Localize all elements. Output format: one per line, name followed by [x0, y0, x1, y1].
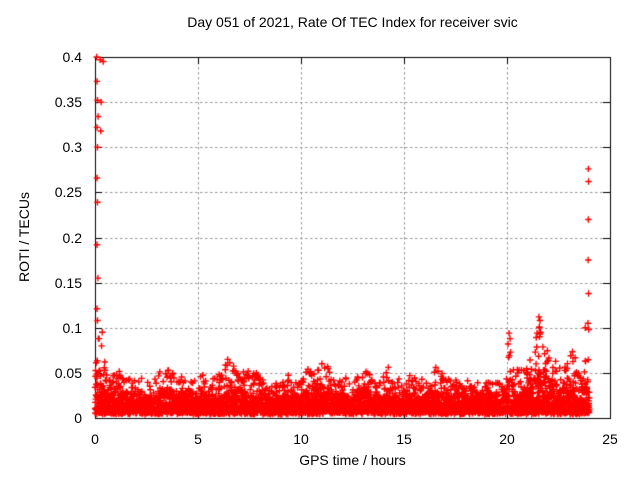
y-tick-label: 0.4 — [62, 49, 82, 65]
y-tick-label: 0.3 — [62, 139, 82, 156]
x-tick-label: 5 — [194, 431, 202, 447]
x-tick-label: 0 — [91, 431, 99, 447]
y-tick-label: 0.25 — [54, 184, 82, 201]
x-tick-label: 10 — [293, 431, 309, 447]
x-tick-label: 15 — [396, 431, 412, 447]
y-tick-label: 0.05 — [54, 364, 82, 381]
x-axis-label: GPS time / hours — [299, 452, 406, 468]
y-tick-label: 0 — [74, 410, 82, 426]
y-tick-label: 0.1 — [62, 319, 82, 336]
y-tick-label: 0.15 — [54, 274, 82, 291]
x-tick-label: 20 — [499, 431, 515, 447]
chart-title: Day 051 of 2021, Rate Of TEC Index for r… — [187, 14, 518, 30]
y-tick-label: 0.35 — [54, 94, 82, 111]
y-tick-label: 0.2 — [62, 229, 82, 246]
x-tick-label: 25 — [602, 431, 618, 447]
